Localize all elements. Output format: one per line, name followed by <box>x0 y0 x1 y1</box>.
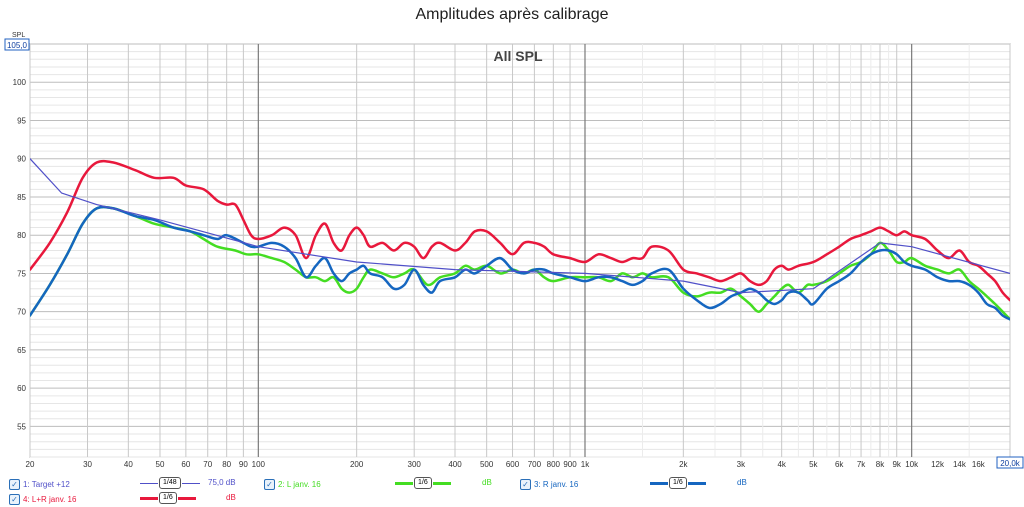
offset-target[interactable]: 75,0 dB <box>208 478 236 487</box>
line-swatch-icon <box>395 481 413 485</box>
x-tick-label: 6k <box>835 460 844 469</box>
right-channel-curve <box>30 205 1010 321</box>
smoothing-sum[interactable]: 1/6 <box>140 492 196 504</box>
y-axis-label: SPL <box>12 32 25 39</box>
x-tick-label: 70 <box>203 460 212 469</box>
x-tick-label: 300 <box>408 460 422 469</box>
smoothing-value[interactable]: 1/6 <box>159 492 177 504</box>
offset-right[interactable]: dB <box>737 478 747 487</box>
legend-item-left[interactable]: ✓ 2: L janv. 16 <box>264 476 321 492</box>
smoothing-target[interactable]: 1/48 <box>140 477 200 489</box>
x-tick-label: 500 <box>480 460 494 469</box>
x-tick-label: 50 <box>156 460 165 469</box>
x-tick-label: 60 <box>181 460 190 469</box>
legend-row-1: ✓ 1: Target +12 1/48 75,0 dB ✓ 2: L janv… <box>0 476 1024 492</box>
y-tick-label: 60 <box>17 384 26 393</box>
line-swatch-icon <box>432 481 451 485</box>
line-swatch-icon <box>181 482 200 484</box>
line-swatch-icon <box>650 481 668 485</box>
x-tick-label: 12k <box>931 460 945 469</box>
legend-row-2: ✓ 4: L+R janv. 16 1/6 dB <box>0 491 1024 507</box>
x-tick-label: 2k <box>679 460 688 469</box>
legend-item-right[interactable]: ✓ 3: R janv. 16 <box>520 476 578 492</box>
smoothing-value[interactable]: 1/6 <box>669 477 687 489</box>
y-tick-label: 90 <box>17 155 26 164</box>
checkbox-icon[interactable]: ✓ <box>9 478 20 490</box>
legend-label: 1: Target +12 <box>23 479 70 489</box>
y-tick-label: 75 <box>17 269 26 278</box>
x-tick-label: 100 <box>252 460 266 469</box>
legend-label: 2: L janv. 16 <box>278 479 321 489</box>
x-tick-label: 200 <box>350 460 364 469</box>
checkbox-icon[interactable]: ✓ <box>264 478 275 490</box>
x-tick-label: 5k <box>809 460 818 469</box>
y-tick-label: 65 <box>17 346 26 355</box>
x-tick-label: 4k <box>777 460 786 469</box>
y-tick-label: 55 <box>17 422 26 431</box>
chart-title: Amplitudes après calibrage <box>415 6 609 23</box>
series-lines <box>30 158 1010 321</box>
x-tick-label: 90 <box>239 460 248 469</box>
x-tick-label: 900 <box>563 460 577 469</box>
x-tick-label: 80 <box>222 460 231 469</box>
smoothing-value[interactable]: 1/6 <box>414 477 432 489</box>
x-tick-label: 8k <box>876 460 885 469</box>
x-tick-label: 14k <box>953 460 967 469</box>
x-tick-label: 30 <box>83 460 92 469</box>
x-end-box[interactable]: 20,0k <box>996 456 1024 469</box>
checkbox-icon[interactable]: ✓ <box>520 478 531 490</box>
offset-left[interactable]: dB <box>482 478 492 487</box>
x-tick-label: 600 <box>506 460 520 469</box>
sum-curve <box>30 159 1010 302</box>
x-tick-label: 20 <box>26 460 35 469</box>
x-tick-label: 1k <box>581 460 590 469</box>
checkbox-icon[interactable]: ✓ <box>9 493 20 505</box>
x-end-value[interactable]: 20,0k <box>1000 459 1021 468</box>
smoothing-left[interactable]: 1/6 <box>395 477 451 489</box>
y-tick-label: 70 <box>17 308 26 317</box>
x-tick-label: 40 <box>124 460 133 469</box>
y-tick-label: 100 <box>13 78 27 87</box>
x-tick-label: 800 <box>547 460 561 469</box>
line-swatch-icon <box>687 481 706 485</box>
y-top-value[interactable]: 105,0 <box>7 41 28 50</box>
x-tick-label: 400 <box>448 460 462 469</box>
legend-label: 4: L+R janv. 16 <box>23 494 77 504</box>
legend-label: 3: R janv. 16 <box>534 479 579 489</box>
y-tick-label: 80 <box>17 231 26 240</box>
x-tick-label: 7k <box>857 460 866 469</box>
line-swatch-icon <box>140 482 158 484</box>
y-top-box[interactable]: 105,0 <box>4 38 30 51</box>
axes: 55 60 65 70 75 80 85 90 95 100 20 30 40 50 60 70 80 90 100… <box>13 78 986 469</box>
y-tick-label: 85 <box>17 193 26 202</box>
x-tick-label: 9k <box>892 460 901 469</box>
line-swatch-icon <box>140 496 158 500</box>
x-tick-label: 700 <box>528 460 542 469</box>
grid <box>29 43 1011 458</box>
target-curve <box>30 158 1010 294</box>
inner-title: All SPL <box>493 48 542 64</box>
y-tick-label: 95 <box>17 116 26 125</box>
x-tick-label: 3k <box>737 460 746 469</box>
x-tick-label: 10k <box>905 460 919 469</box>
line-swatch-icon <box>177 496 196 500</box>
smoothing-value[interactable]: 1/48 <box>159 477 181 489</box>
offset-sum[interactable]: dB <box>226 493 236 502</box>
legend-item-target[interactable]: ✓ 1: Target +12 <box>9 476 70 492</box>
smoothing-right[interactable]: 1/6 <box>650 477 706 489</box>
x-tick-label: 16k <box>972 460 986 469</box>
legend-item-sum[interactable]: ✓ 4: L+R janv. 16 <box>9 491 76 507</box>
